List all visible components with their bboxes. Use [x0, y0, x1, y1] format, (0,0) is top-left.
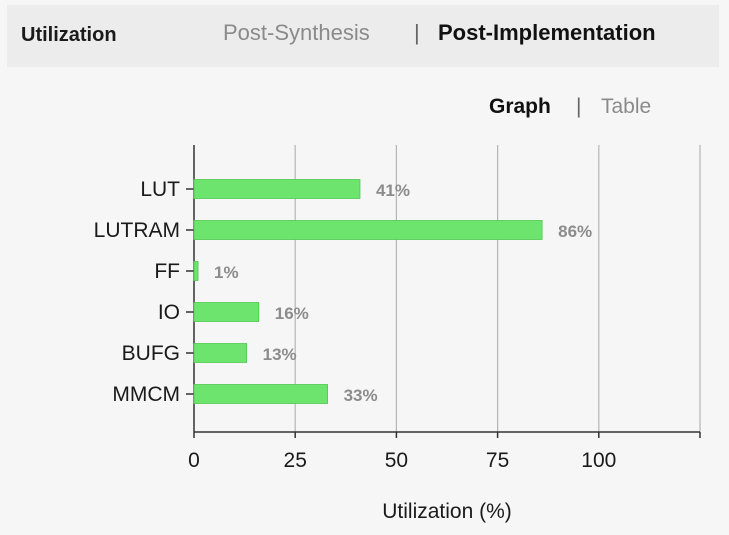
- panel-title: Utilization: [21, 24, 117, 46]
- bar: [193, 179, 361, 199]
- utilization-header: Utilization Post-Synthesis | Post-Implem…: [7, 5, 719, 67]
- bar-value-label: 13%: [263, 345, 297, 364]
- bar-value-label: 41%: [376, 181, 410, 200]
- bar: [193, 261, 199, 281]
- category-label: BUFG: [122, 342, 180, 365]
- view-table-link[interactable]: Table: [601, 95, 652, 118]
- category-label: MMCM: [112, 383, 180, 406]
- bar-value-label: 1%: [214, 263, 239, 282]
- view-graph-link[interactable]: Graph: [489, 95, 551, 118]
- x-tick-label: 25: [284, 449, 307, 472]
- bar-value-label: 16%: [275, 304, 309, 323]
- tab-separator: |: [414, 20, 420, 45]
- bar: [193, 220, 543, 240]
- x-axis-label: Utilization (%): [382, 500, 512, 523]
- category-label: LUT: [140, 178, 180, 201]
- bar: [193, 302, 260, 322]
- category-label: IO: [158, 301, 180, 324]
- x-tick-label: 50: [385, 449, 408, 472]
- bar-value-label: 33%: [344, 386, 378, 405]
- category-label: LUTRAM: [94, 219, 180, 242]
- bar: [193, 343, 248, 363]
- tab-post-synthesis[interactable]: Post-Synthesis: [223, 20, 370, 45]
- x-tick-label: 0: [188, 449, 200, 472]
- x-tick-label: 100: [581, 449, 616, 472]
- bar-value-label: 86%: [558, 222, 592, 241]
- tab-post-implementation[interactable]: Post-Implementation: [438, 20, 656, 45]
- x-tick-label: 75: [486, 449, 509, 472]
- category-label: FF: [154, 260, 180, 283]
- bar: [193, 384, 328, 404]
- view-separator: |: [576, 95, 582, 118]
